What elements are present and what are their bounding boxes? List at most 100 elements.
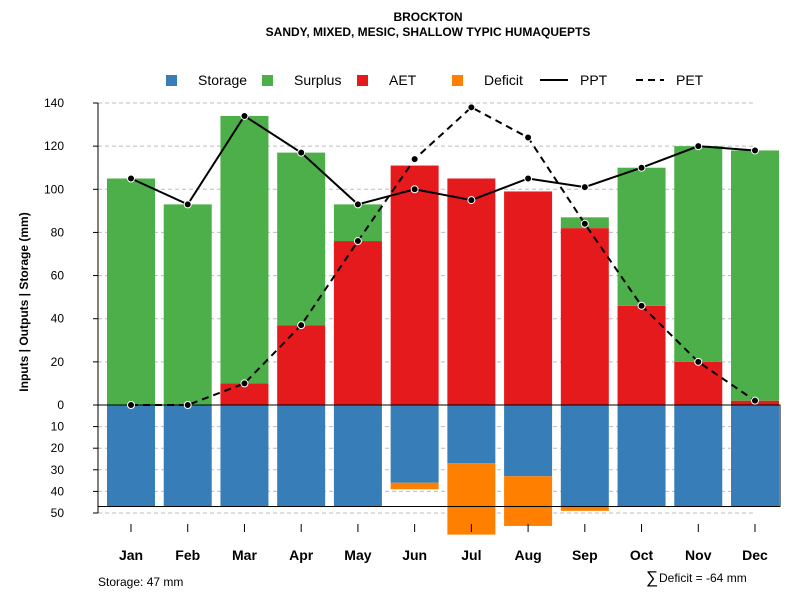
x-tick-label: Oct xyxy=(630,547,654,563)
x-tick-label: Apr xyxy=(289,547,314,563)
ppt-point xyxy=(751,146,759,155)
bar-deficit xyxy=(504,476,553,526)
bar-storage xyxy=(107,405,155,507)
pet-point xyxy=(353,237,362,246)
ppt-point xyxy=(467,196,476,205)
ppt-line xyxy=(130,114,756,206)
bar-surplus xyxy=(220,115,269,384)
bar-surplus xyxy=(617,167,666,306)
x-tick-label: Nov xyxy=(685,547,712,563)
legend-swatch xyxy=(262,75,273,86)
ppt-point xyxy=(183,200,192,209)
x-tick-label: Jul xyxy=(461,547,481,563)
legend-label: PPT xyxy=(580,72,608,88)
series-lines xyxy=(127,103,759,409)
bars xyxy=(107,115,779,535)
ppt-point xyxy=(353,200,362,209)
deficit-note: Deficit = -64 mm xyxy=(659,571,747,585)
bar-aet xyxy=(674,361,723,405)
pet-line xyxy=(131,106,756,406)
legend-label: PET xyxy=(676,72,704,88)
ppt-point xyxy=(297,148,306,157)
ppt-point xyxy=(410,185,419,194)
y-tick-label: 140 xyxy=(44,96,64,110)
pet-point xyxy=(580,219,589,228)
y-tick-label: 30 xyxy=(51,463,65,477)
bar-aet xyxy=(560,228,609,405)
bar-aet xyxy=(220,383,269,405)
y-tick-label: 10 xyxy=(51,420,65,434)
bar-surplus xyxy=(107,178,155,405)
bar-storage xyxy=(731,405,779,507)
legend-label: Deficit xyxy=(484,72,523,88)
storage-note: Storage: 47 mm xyxy=(98,575,183,589)
pet-point xyxy=(127,401,135,409)
pet-point xyxy=(524,133,533,142)
bar-aet xyxy=(447,178,496,405)
bar-aet xyxy=(617,305,666,405)
pet-point xyxy=(297,321,306,330)
bar-storage xyxy=(447,405,496,464)
tick-labels: 0 20 40 60 80 100 120 140 10 20 30 40 50 Jan Feb Mar Apr… xyxy=(44,96,768,563)
x-tick-label: May xyxy=(344,547,371,563)
ppt-point xyxy=(127,174,135,183)
bar-surplus xyxy=(333,204,382,242)
storage-frame xyxy=(97,404,781,508)
ppt-point xyxy=(694,142,703,151)
y-tick-label: 50 xyxy=(51,506,65,520)
x-tick-label: Jun xyxy=(402,547,427,563)
legend-label: Surplus xyxy=(294,72,341,88)
pet-point xyxy=(694,357,703,366)
bar-aet xyxy=(333,241,382,405)
bar-deficit xyxy=(447,463,496,535)
bar-storage xyxy=(504,405,553,477)
bar-storage xyxy=(220,405,269,507)
legend-label: Storage xyxy=(198,72,247,88)
legend-swatch xyxy=(166,75,177,86)
ppt-point xyxy=(524,174,533,183)
legend-swatch xyxy=(452,75,463,86)
y-tick-label: 80 xyxy=(51,225,65,239)
y-tick-label: 20 xyxy=(51,355,65,369)
ppt-point xyxy=(240,111,249,120)
y-tick-label: 40 xyxy=(51,484,65,498)
x-tick-label: Mar xyxy=(232,547,257,563)
sum-symbol: ∑ xyxy=(646,568,658,587)
y-tick-label: 60 xyxy=(51,269,65,283)
bar-surplus xyxy=(163,204,212,405)
y-tick-label: 0 xyxy=(57,398,64,412)
bar-storage xyxy=(617,405,666,507)
y-tick-label: 20 xyxy=(51,441,65,455)
ppt-point xyxy=(580,183,589,192)
pet-point xyxy=(467,103,476,112)
bar-aet xyxy=(504,191,553,405)
pet-point xyxy=(637,301,646,310)
bar-storage xyxy=(277,405,326,507)
y-tick-label: 40 xyxy=(51,312,65,326)
bar-surplus xyxy=(731,150,779,401)
pet-point xyxy=(183,401,192,409)
chart-subtitle: SANDY, MIXED, MESIC, SHALLOW TYPIC HUMAQ… xyxy=(266,25,591,39)
bar-storage xyxy=(560,405,609,507)
y-tick-label: 100 xyxy=(44,182,64,196)
pet-point xyxy=(240,379,249,388)
legend-label: AET xyxy=(389,72,417,88)
chart-title: BROCKTON xyxy=(393,10,462,24)
bar-aet xyxy=(390,165,439,405)
legend: Storage Surplus AET Deficit PPT PET xyxy=(166,72,704,88)
x-tick-label: Dec xyxy=(742,547,768,563)
bar-storage xyxy=(674,405,723,507)
legend-swatch xyxy=(357,75,368,86)
bar-surplus xyxy=(277,152,326,326)
bar-aet xyxy=(277,325,326,405)
bar-storage xyxy=(163,405,212,507)
y-tick-label: 120 xyxy=(44,139,64,153)
pet-point xyxy=(751,396,759,405)
x-tick-label: Aug xyxy=(514,547,541,563)
bar-deficit xyxy=(390,482,439,490)
bar-storage xyxy=(333,405,382,507)
pet-point xyxy=(410,155,419,164)
x-tick-label: Sep xyxy=(572,547,598,563)
ppt-point xyxy=(637,163,646,172)
